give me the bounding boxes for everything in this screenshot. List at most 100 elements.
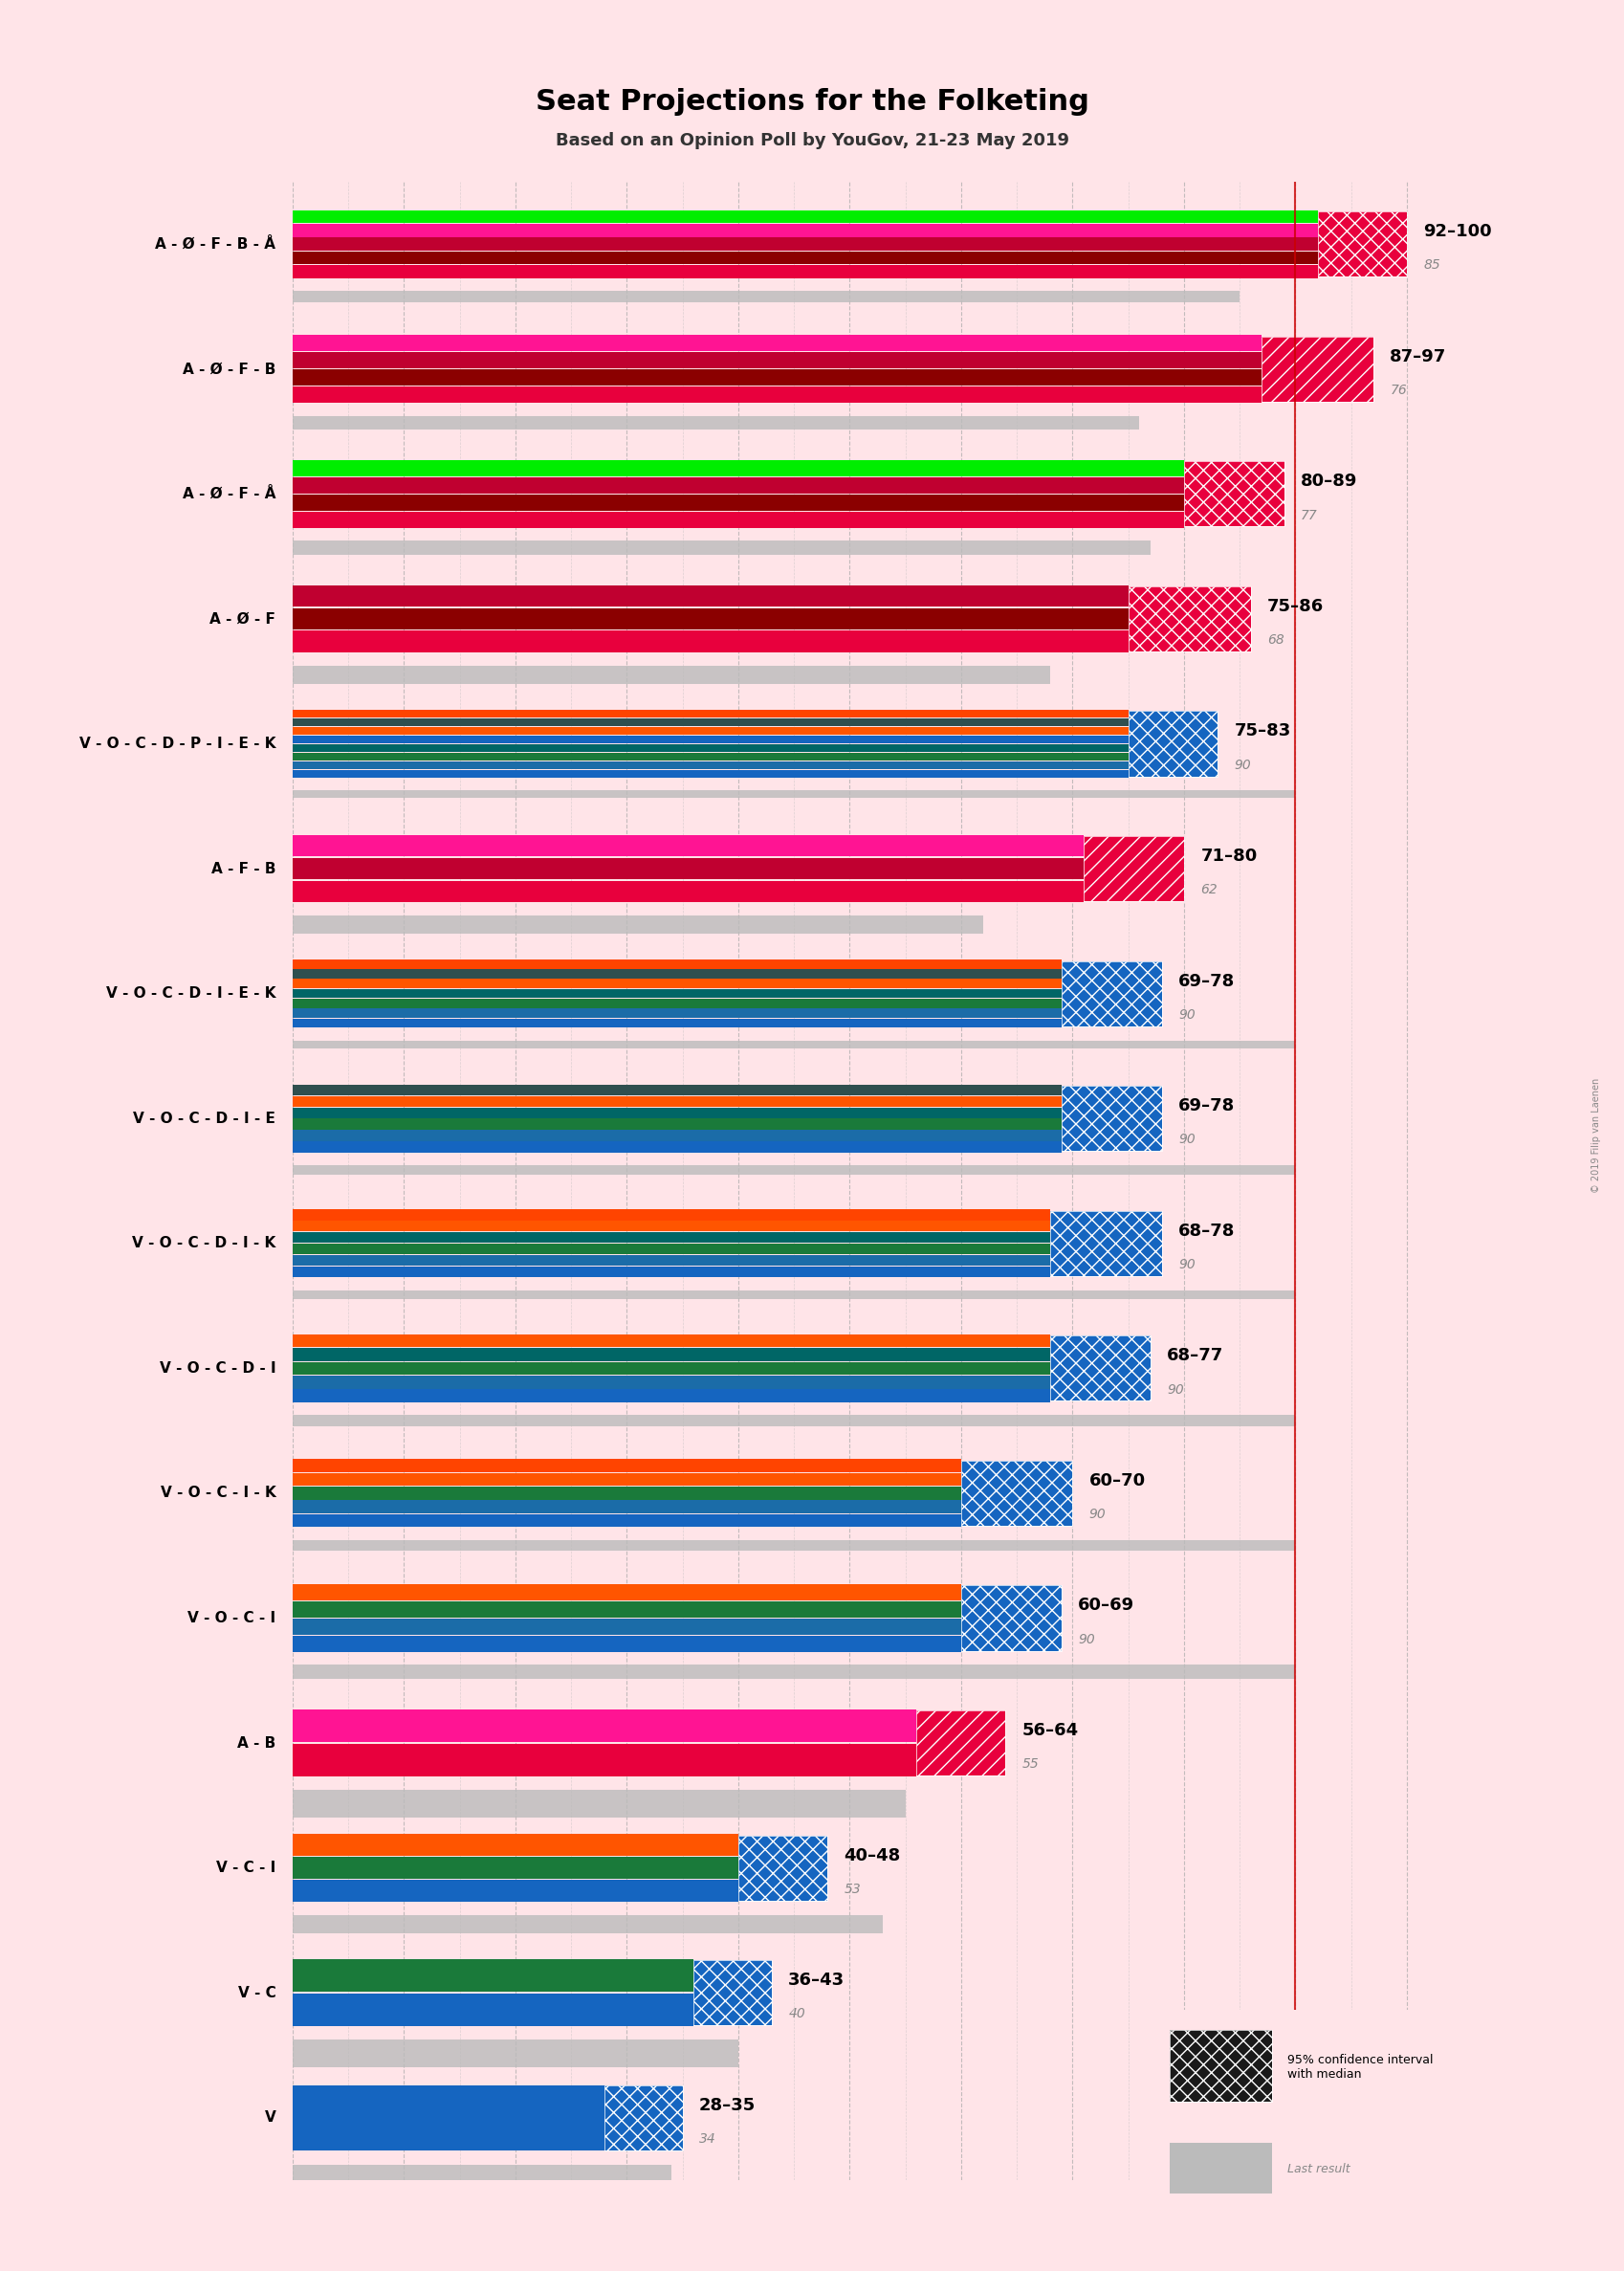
Bar	[292, 386, 1262, 402]
Bar	[292, 1790, 905, 1817]
Bar	[292, 1017, 1060, 1029]
Bar	[1083, 836, 1184, 902]
Text: 80–89: 80–89	[1301, 472, 1358, 491]
Text: 90: 90	[1177, 1008, 1195, 1022]
Bar	[292, 1744, 916, 1776]
Text: 71–80: 71–80	[1200, 847, 1257, 865]
Text: V - O - C - D - I - K: V - O - C - D - I - K	[132, 1235, 276, 1251]
Bar	[292, 1880, 737, 1901]
Bar	[292, 1515, 960, 1526]
Bar	[1169, 2030, 1272, 2103]
Text: 68: 68	[1267, 634, 1283, 647]
Text: 69–78: 69–78	[1177, 972, 1234, 990]
Bar	[1169, 2144, 1272, 2194]
Bar	[292, 1256, 1049, 1265]
Text: 62: 62	[1200, 883, 1216, 897]
Text: 90: 90	[1088, 1508, 1106, 1522]
Bar	[960, 1460, 1072, 1526]
Bar	[292, 225, 1317, 236]
Bar	[916, 1710, 1005, 1776]
Bar	[292, 958, 1060, 970]
Bar	[1127, 711, 1216, 777]
Bar	[292, 1635, 960, 1651]
Bar	[292, 718, 1127, 727]
Bar	[1184, 461, 1283, 527]
Text: 75–86: 75–86	[1267, 597, 1324, 615]
Bar	[292, 1665, 1294, 1678]
Bar	[292, 2085, 604, 2151]
Bar	[292, 1267, 1049, 1276]
Bar	[1060, 961, 1161, 1026]
Text: V - O - C - D - I: V - O - C - D - I	[159, 1360, 276, 1376]
Bar	[292, 836, 1083, 856]
Bar	[292, 736, 1127, 743]
Bar	[292, 1142, 1060, 1151]
Text: A - Ø - F - B - Å: A - Ø - F - B - Å	[156, 236, 276, 252]
Text: A - Ø - F - Å: A - Ø - F - Å	[182, 486, 276, 502]
Text: 40: 40	[788, 2008, 806, 2021]
Bar	[693, 1960, 771, 2026]
Bar	[292, 1914, 882, 1933]
Bar	[1083, 836, 1184, 902]
Bar	[292, 1335, 1049, 1347]
Text: 60–70: 60–70	[1088, 1472, 1145, 1490]
Bar	[292, 790, 1294, 797]
Bar	[292, 1120, 1060, 1129]
Text: 68–77: 68–77	[1166, 1347, 1223, 1365]
Bar	[292, 1222, 1049, 1231]
Text: 34: 34	[698, 2132, 716, 2146]
Bar	[292, 540, 1150, 554]
Bar	[292, 761, 1127, 770]
Bar	[292, 1994, 693, 2026]
Bar	[292, 1040, 1294, 1049]
Bar	[916, 1710, 1005, 1776]
Bar	[1060, 1086, 1161, 1151]
Bar	[1049, 1210, 1161, 1276]
Text: 68–78: 68–78	[1177, 1222, 1234, 1240]
Bar	[292, 291, 1239, 302]
Bar	[292, 752, 1127, 761]
Bar	[1049, 1210, 1161, 1276]
Bar	[292, 1835, 737, 1855]
Text: A - Ø - F: A - Ø - F	[209, 611, 276, 627]
Text: © 2019 Filip van Laenen: © 2019 Filip van Laenen	[1590, 1079, 1600, 1192]
Bar	[292, 1710, 916, 1742]
Text: V - O - C - I - K: V - O - C - I - K	[161, 1485, 276, 1501]
Bar	[292, 1008, 1060, 1017]
Text: 76: 76	[1389, 384, 1406, 397]
Bar	[1169, 2030, 1272, 2103]
Bar	[292, 1601, 960, 1617]
Bar	[960, 1460, 1072, 1526]
Bar	[292, 770, 1127, 779]
Bar	[292, 1474, 960, 1485]
Bar	[292, 979, 1060, 988]
Bar	[292, 1540, 1294, 1551]
Bar	[292, 1165, 1294, 1174]
Bar	[292, 609, 1127, 629]
Text: 69–78: 69–78	[1177, 1097, 1234, 1115]
Bar	[292, 1376, 1049, 1388]
Text: A - F - B: A - F - B	[211, 861, 276, 877]
Bar	[1127, 586, 1250, 652]
Bar	[292, 1290, 1294, 1299]
Bar	[292, 631, 1127, 652]
Bar	[292, 1390, 1049, 1401]
Bar	[292, 1245, 1049, 1254]
Bar	[1317, 211, 1406, 277]
Text: 55: 55	[1021, 1758, 1039, 1771]
Bar	[292, 1108, 1060, 1117]
Bar	[292, 266, 1317, 277]
Bar	[292, 1501, 960, 1512]
Bar	[292, 1097, 1060, 1106]
Text: 90: 90	[1077, 1633, 1095, 1646]
Text: 87–97: 87–97	[1389, 347, 1445, 366]
Bar	[292, 999, 1060, 1008]
Bar	[737, 1835, 827, 1901]
Bar	[292, 745, 1127, 752]
Text: 90: 90	[1166, 1383, 1184, 1397]
Text: 75–83: 75–83	[1233, 722, 1289, 740]
Text: 40–48: 40–48	[843, 1846, 900, 1864]
Bar	[292, 970, 1060, 979]
Bar	[1049, 1335, 1150, 1401]
Bar	[292, 238, 1317, 250]
